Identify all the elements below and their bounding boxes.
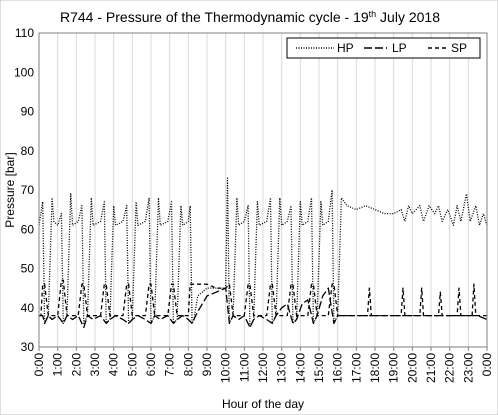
x-tick-label: 2:00 xyxy=(69,353,83,377)
x-tick-label: 9:00 xyxy=(200,353,214,377)
y-tick-label: 60 xyxy=(21,222,35,236)
y-tick-label: 40 xyxy=(21,301,35,315)
x-tick-label: 20:00 xyxy=(405,353,419,383)
x-tick-label: 14:00 xyxy=(293,353,307,383)
x-tick-label: 8:00 xyxy=(181,353,195,377)
legend-label-lp: LP xyxy=(392,41,407,55)
series-line-hp xyxy=(38,177,488,329)
x-tick-label: 22:00 xyxy=(443,353,457,383)
legend-box xyxy=(286,37,481,59)
y-axis-title: Pressure [bar] xyxy=(3,152,17,227)
x-tick-label: 7:00 xyxy=(163,353,177,377)
legend-label-hp: HP xyxy=(337,41,354,55)
x-tick-label: 19:00 xyxy=(387,353,401,383)
y-tick-label: 30 xyxy=(21,340,35,354)
x-tick-label: 0:00 xyxy=(32,353,46,377)
legend-label-sp: SP xyxy=(451,41,467,55)
series-line-lp xyxy=(39,287,488,329)
x-tick-label: 6:00 xyxy=(144,353,158,377)
x-tick-label: 1:00 xyxy=(51,353,65,377)
chart-title: R744 - Pressure of the Thermodynamic cyc… xyxy=(60,9,440,25)
x-tick-label: 4:00 xyxy=(107,353,121,377)
x-tick-label: 5:00 xyxy=(125,353,139,377)
x-tick-label: 10:00 xyxy=(219,353,233,383)
x-tick-label: 3:00 xyxy=(88,353,102,377)
y-tick-label: 100 xyxy=(14,65,34,79)
series-lines xyxy=(38,177,488,329)
x-tick-label: 23:00 xyxy=(461,353,475,383)
x-tick-label: 21:00 xyxy=(424,353,438,383)
y-axis-ticks: 30 40 50 60 70 80 90 100 110 xyxy=(14,26,34,354)
y-tick-label: 70 xyxy=(21,183,35,197)
x-tick-label: 17:00 xyxy=(349,353,363,383)
legend: HP LP SP xyxy=(286,37,481,59)
series-line-sp xyxy=(39,279,487,317)
x-tick-label: 12:00 xyxy=(256,353,270,383)
y-tick-label: 50 xyxy=(21,262,35,276)
x-tick-label: 18:00 xyxy=(368,353,382,383)
x-tick-label: 11:00 xyxy=(237,353,251,382)
x-tick-label: 15:00 xyxy=(312,353,326,383)
y-tick-label: 80 xyxy=(21,144,35,158)
x-tick-label: 0:00 xyxy=(480,353,494,377)
x-axis-title: Hour of the day xyxy=(222,397,304,411)
x-tick-label: 16:00 xyxy=(331,353,345,383)
y-tick-label: 90 xyxy=(21,105,35,119)
y-tick-label: 110 xyxy=(15,26,34,40)
x-axis-ticks: 0:00 1:00 2:00 3:00 4:00 5:00 6:00 7:00 8:00 9:00… xyxy=(32,347,494,383)
x-tick-label: 13:00 xyxy=(275,353,289,383)
